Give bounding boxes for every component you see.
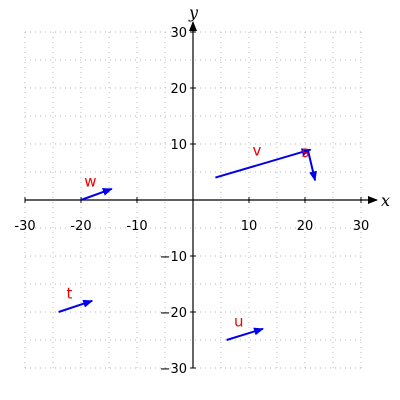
x-tick-label: 10 <box>241 219 258 234</box>
axes <box>25 21 378 368</box>
vector-s <box>306 149 317 182</box>
x-tick-label: 20 <box>297 219 314 234</box>
vectors: v s w t u <box>58 142 317 341</box>
x-axis-label: x <box>381 191 390 210</box>
grid <box>24 31 362 369</box>
y-tick-label: 20 <box>170 82 187 97</box>
vector-label-w: w <box>84 172 96 190</box>
y-tick-label: −10 <box>160 250 187 265</box>
vector-v <box>215 148 312 179</box>
vector-label-v: v <box>253 142 262 160</box>
x-tick-label: -30 <box>14 219 35 234</box>
x-tick-label: 30 <box>353 219 370 234</box>
y-tick-label: 10 <box>170 138 187 153</box>
vector-w <box>80 187 113 201</box>
y-tick-label: −30 <box>160 362 187 377</box>
y-tick-label: −20 <box>160 306 187 321</box>
vector-label-u: u <box>234 312 244 330</box>
vector-label-t: t <box>66 284 72 302</box>
tick-labels: -30 -20 -10 10 20 30 −30 −20 −10 10 20 30 <box>14 26 369 377</box>
x-tick-label: -10 <box>126 219 147 234</box>
x-tick-label: -20 <box>70 219 91 234</box>
y-tick-label: 30 <box>170 26 187 41</box>
vector-u <box>226 327 264 341</box>
vector-label-s: s <box>302 143 310 161</box>
y-axis-label: y <box>188 3 199 22</box>
vector-t <box>58 299 94 313</box>
